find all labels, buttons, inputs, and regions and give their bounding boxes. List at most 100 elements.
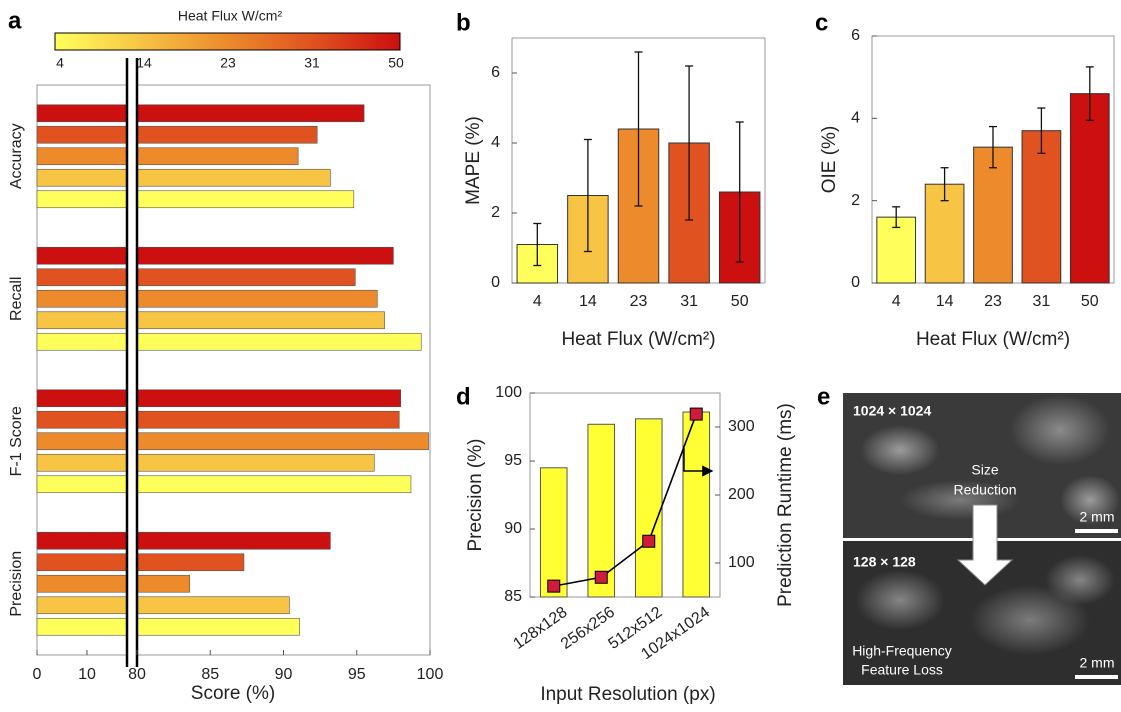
- bar: [682, 411, 711, 598]
- y-tick-label: F-1 Score: [8, 406, 25, 476]
- image-label: 128 × 128: [853, 554, 916, 570]
- bar: [36, 268, 356, 287]
- bar: [36, 332, 422, 351]
- panel-letter: c: [815, 9, 828, 36]
- y2-tick-label: 300: [728, 418, 755, 435]
- x-tick-label: 95: [348, 666, 366, 683]
- x-tick-label: 14: [936, 293, 954, 310]
- y-tick-label: 2: [851, 192, 860, 209]
- bar: [36, 190, 355, 209]
- x-axis-title: Heat Flux (W/cm²): [916, 329, 1070, 350]
- line: [553, 413, 697, 587]
- bar: [36, 289, 378, 308]
- bar: [36, 475, 412, 494]
- bar: [36, 574, 191, 593]
- marker: [642, 534, 656, 548]
- y-tick-label: 4: [491, 134, 500, 151]
- x-tick-label: 85: [201, 666, 219, 683]
- bar: [539, 467, 568, 598]
- arrow: [956, 504, 1014, 586]
- image-label: 1024 × 1024: [853, 403, 931, 419]
- colorbar-tick-label: 31: [304, 55, 320, 71]
- x-tick-label: 4: [533, 293, 542, 310]
- bar: [1069, 93, 1110, 284]
- y-tick-label: 6: [491, 64, 500, 81]
- image-caption: Reduction: [953, 482, 1016, 498]
- annotation-arrow: [683, 448, 714, 477]
- marker: [689, 407, 703, 421]
- y-tick-label: Accuracy: [8, 123, 25, 189]
- image-panel: 1024 × 1024 Size Reduction 2 mm 128 × 12…: [843, 393, 1121, 685]
- panel-letter: a: [8, 7, 22, 34]
- y2-axis-title: Prediction Runtime (ms): [775, 403, 796, 607]
- bar: [36, 147, 299, 166]
- x-tick-label: 14: [579, 293, 597, 310]
- plot-frame: [36, 84, 431, 656]
- scale-label: 2 mm: [1080, 655, 1115, 671]
- x-axis-title: Input Resolution (px): [540, 684, 715, 705]
- colorbar-title: Heat Flux W/cm²: [178, 8, 283, 24]
- bar: [36, 531, 331, 550]
- x-tick-label: 0: [33, 666, 42, 683]
- panel-letter: b: [456, 9, 471, 36]
- x-tick-label: 31: [680, 293, 698, 310]
- y-tick-label: 100: [495, 384, 522, 401]
- y2-tick-label: 100: [728, 554, 755, 571]
- x-tick-label: 80: [128, 666, 146, 683]
- colorbar: [54, 32, 401, 51]
- y2-tick-label: 200: [728, 486, 755, 503]
- x-tick-label: 23: [984, 293, 1002, 310]
- x-tick-label: 50: [731, 293, 749, 310]
- image-caption: Feature Loss: [861, 662, 943, 678]
- bar: [1021, 130, 1062, 284]
- colorbar-tick-label: 14: [136, 55, 152, 71]
- bar: [973, 146, 1013, 284]
- x-tick-label: 23: [630, 293, 648, 310]
- bar: [36, 311, 385, 330]
- y-tick-label: 85: [504, 588, 522, 605]
- bar: [587, 423, 616, 598]
- bar: [36, 246, 394, 265]
- x-tick-label: 90: [275, 666, 293, 683]
- bar: [36, 410, 400, 429]
- bar: [36, 553, 245, 572]
- marker: [547, 579, 561, 593]
- image-caption: High-Frequency: [852, 643, 952, 659]
- x-tick-label: 100: [417, 666, 444, 683]
- bar: [36, 453, 375, 472]
- y-tick-label: 4: [851, 110, 860, 127]
- y-axis-title: MAPE (%): [463, 116, 484, 205]
- y-tick-label: 90: [504, 520, 522, 537]
- y-tick-label: Precision: [8, 551, 25, 617]
- bar: [36, 432, 429, 451]
- x-tick-label: 4: [892, 293, 901, 310]
- bar: [36, 104, 365, 123]
- x-tick-label: 10: [78, 666, 96, 683]
- bar: [634, 418, 663, 598]
- y-tick-label: 0: [851, 274, 860, 291]
- y-tick-label: 6: [851, 27, 860, 44]
- bar: [36, 125, 318, 144]
- panel-letter: d: [456, 383, 471, 410]
- bar: [36, 617, 300, 636]
- colorbar-tick-label: 50: [388, 55, 404, 71]
- scale-label: 2 mm: [1080, 509, 1115, 525]
- x-axis-title: Score (%): [191, 683, 275, 704]
- y-axis-title: OIE (%): [819, 126, 840, 194]
- x-tick-label: 31: [1033, 293, 1051, 310]
- y-tick-label: 2: [491, 204, 500, 221]
- y-axis-title: Precision (%): [465, 439, 486, 552]
- panel-letter: e: [817, 383, 830, 410]
- y-tick-label: 0: [491, 274, 500, 291]
- y-tick-label: Recall: [8, 277, 25, 321]
- y-tick-label: 95: [504, 452, 522, 469]
- bar: [36, 168, 331, 187]
- axis-break-gap: [128, 58, 136, 667]
- x-tick-label: 50: [1081, 293, 1099, 310]
- image-caption: Size: [971, 462, 998, 478]
- marker: [594, 570, 608, 584]
- x-axis-title: Heat Flux (W/cm²): [561, 329, 715, 350]
- bar: [36, 596, 290, 615]
- colorbar-tick-label: 23: [220, 55, 236, 71]
